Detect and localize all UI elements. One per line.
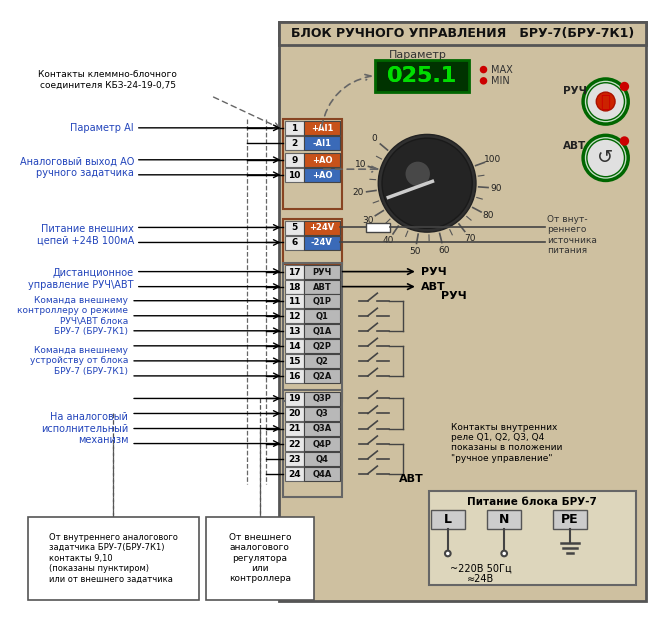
Bar xyxy=(285,324,304,338)
Text: 17: 17 xyxy=(288,268,301,276)
Circle shape xyxy=(587,83,625,120)
Text: 5: 5 xyxy=(292,223,298,232)
Circle shape xyxy=(596,92,615,111)
Text: 20: 20 xyxy=(288,409,301,419)
Text: 2: 2 xyxy=(292,139,298,148)
Bar xyxy=(431,510,465,529)
Circle shape xyxy=(445,550,451,557)
Bar xyxy=(366,223,390,232)
Text: +AI1: +AI1 xyxy=(311,124,333,133)
Bar xyxy=(304,369,340,383)
Text: АВТ: АВТ xyxy=(399,474,424,484)
Bar xyxy=(28,517,199,600)
Text: Q2A: Q2A xyxy=(312,372,332,381)
Text: Команда внешнему
контроллеру о режиме
РУЧ\АВТ блока
БРУ-7 (БРУ-7К1): Команда внешнему контроллеру о режиме РУ… xyxy=(17,296,129,336)
Bar xyxy=(285,452,304,466)
Bar xyxy=(304,422,340,436)
Bar xyxy=(304,309,340,323)
Bar xyxy=(429,492,636,585)
Text: На аналоговый
исполнительный
механизм: На аналоговый исполнительный механизм xyxy=(41,412,129,445)
Text: РУЧ: РУЧ xyxy=(563,86,587,96)
Bar xyxy=(285,280,304,294)
Bar xyxy=(285,236,304,250)
Bar xyxy=(285,221,304,235)
Bar xyxy=(553,510,587,529)
Bar xyxy=(283,263,342,401)
Bar xyxy=(285,265,304,279)
Bar xyxy=(285,422,304,436)
Text: Дистанционное
управление РУЧ\АВТ: Дистанционное управление РУЧ\АВТ xyxy=(29,268,134,290)
Bar xyxy=(285,369,304,383)
Bar xyxy=(376,60,470,92)
Bar xyxy=(285,392,304,406)
Text: 10: 10 xyxy=(288,171,301,180)
Text: PE: PE xyxy=(561,513,579,526)
Text: MIN: MIN xyxy=(491,76,509,86)
Bar xyxy=(304,265,340,279)
Text: 70: 70 xyxy=(464,233,476,243)
Bar xyxy=(304,121,340,135)
Text: 19: 19 xyxy=(288,394,301,403)
Bar xyxy=(285,136,304,150)
Circle shape xyxy=(587,139,625,177)
Bar xyxy=(285,168,304,182)
Circle shape xyxy=(583,79,628,124)
Text: 100: 100 xyxy=(484,155,501,164)
Text: ✋: ✋ xyxy=(601,92,611,110)
Text: 9: 9 xyxy=(292,156,298,165)
Bar xyxy=(304,236,340,250)
Bar xyxy=(488,510,521,529)
Text: АВТ: АВТ xyxy=(563,140,587,150)
Text: Питание блока БРУ-7: Питание блока БРУ-7 xyxy=(468,497,597,507)
Text: Q4: Q4 xyxy=(316,454,328,464)
Bar xyxy=(304,168,340,182)
Text: +AO: +AO xyxy=(312,156,332,165)
Text: Питание внешних
цепей +24В 100мА: Питание внешних цепей +24В 100мА xyxy=(37,224,134,246)
Text: Аналоговый выход АО
ручного задатчика: Аналоговый выход АО ручного задатчика xyxy=(19,157,134,178)
Circle shape xyxy=(382,138,472,228)
Text: АВТ: АВТ xyxy=(312,283,331,291)
Circle shape xyxy=(501,550,507,557)
Text: РУЧ: РУЧ xyxy=(312,268,332,276)
Text: 16: 16 xyxy=(288,372,301,381)
Text: Параметр: Параметр xyxy=(389,49,447,59)
Bar xyxy=(283,219,342,264)
Bar xyxy=(304,437,340,451)
Text: От внутреннего аналогового
задатчика БРУ-7(БРУ-7К1)
контакты 9,10
(показаны пунк: От внутреннего аналогового задатчика БРУ… xyxy=(49,533,178,583)
Text: Q3: Q3 xyxy=(316,409,328,419)
Bar xyxy=(304,154,340,167)
Text: 025.1: 025.1 xyxy=(388,66,458,86)
Text: 24: 24 xyxy=(288,470,301,479)
Circle shape xyxy=(480,77,488,85)
Text: Q2P: Q2P xyxy=(312,342,332,351)
Text: 18: 18 xyxy=(288,283,301,291)
Text: MAX: MAX xyxy=(491,64,513,75)
Text: Q1A: Q1A xyxy=(312,327,332,336)
Bar xyxy=(278,22,646,45)
Text: ↺: ↺ xyxy=(597,149,614,167)
Bar xyxy=(304,354,340,368)
Bar xyxy=(285,339,304,353)
Text: L: L xyxy=(444,513,452,526)
Text: 23: 23 xyxy=(288,454,301,464)
Text: РУЧ: РУЧ xyxy=(442,291,467,301)
Text: 6: 6 xyxy=(292,238,298,248)
Text: 40: 40 xyxy=(382,236,394,245)
Bar xyxy=(285,309,304,323)
Text: АВТ: АВТ xyxy=(420,281,446,291)
Text: 60: 60 xyxy=(438,246,450,255)
Text: +24V: +24V xyxy=(309,223,334,232)
Text: 50: 50 xyxy=(410,247,421,256)
Bar xyxy=(285,407,304,421)
Text: 22: 22 xyxy=(288,439,301,449)
Text: +AO: +AO xyxy=(312,171,332,180)
Bar xyxy=(304,280,340,294)
Text: 80: 80 xyxy=(483,212,494,220)
Text: 20: 20 xyxy=(352,188,364,197)
Text: РУЧ: РУЧ xyxy=(420,266,446,276)
Text: 21: 21 xyxy=(288,424,301,434)
Text: ≈24В: ≈24В xyxy=(467,574,494,584)
Text: 025.1: 025.1 xyxy=(388,66,458,86)
Bar xyxy=(285,154,304,167)
Bar xyxy=(283,119,342,208)
